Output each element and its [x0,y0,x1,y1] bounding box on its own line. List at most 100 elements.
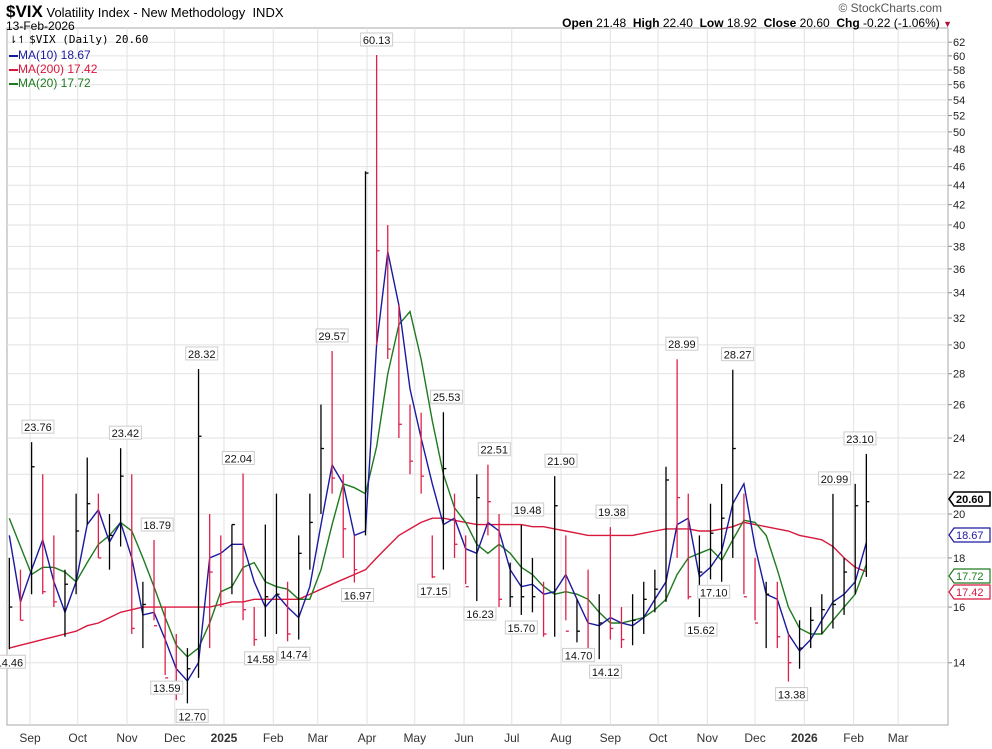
annotation-box [140,517,174,532]
price-bar [498,514,503,608]
price-tag-text: 20.60 [956,494,984,506]
annotation-label: 16.23 [463,606,497,621]
price-bar [8,557,13,650]
annotation-label: 15.70 [504,620,538,635]
annotation-label: 14.12 [589,664,623,679]
low-value: 18.92 [726,16,757,30]
price-bar [19,569,24,621]
y-tick-label: 20 [953,509,965,521]
price-bar [565,535,569,632]
annotation-box [504,620,538,635]
annotation-label: 15.62 [684,622,718,637]
price-bar [220,535,224,608]
annotation-box [341,588,375,603]
annotation-text: 15.62 [687,625,715,637]
x-tick-label: Oct [68,731,87,745]
annotation-text: 23.76 [24,422,52,434]
price-bar [843,557,848,615]
annotation-label: 16.97 [341,588,375,603]
x-tick-label: 2025 [211,731,238,745]
annotation-label: 14.74 [277,646,311,661]
y-tick-label: 14 [953,658,965,670]
price-bar [721,483,725,582]
price-bar [375,54,380,345]
annotation-box [684,622,718,637]
price-bar [342,474,347,558]
price-bar [331,350,336,494]
annotation-text: 15.70 [508,623,536,635]
price-bar [108,514,113,570]
legend-ma20-label: MA(20) 17.72 [18,76,91,90]
annotation-label: 60.13 [360,32,394,47]
price-bar [153,540,158,627]
x-tick-label: May [403,731,426,745]
price-bar [298,535,302,640]
annotation-box [150,680,184,695]
price-bar [576,599,580,643]
high-value: 22.40 [662,16,693,30]
annotation-box [175,708,209,723]
y-tick-label: 32 [953,313,965,325]
annotation-text: 13.38 [778,690,806,702]
y-tick-label: 24 [953,433,965,445]
annotation-label: 14.70 [562,647,596,662]
x-tick-label: Nov [116,731,137,745]
annotation-label: 13.38 [775,687,809,702]
y-tick-label: 46 [953,162,965,174]
y-tick-label: 42 [953,200,965,212]
legend: ⇂↿ $VIX (Daily) 20.60 MA(10) 18.67 MA(20… [9,32,148,90]
annotation-label: 28.32 [185,346,219,361]
price-tag-box [948,584,991,600]
price-bar [131,474,135,634]
x-tick-label: Sep [600,731,622,745]
y-tick-label: 48 [953,144,965,156]
annotation-box [315,328,349,343]
annotation-box [775,687,809,702]
annotation-box [417,583,451,598]
price-bar [64,569,68,637]
price-bar [654,569,658,613]
y-tick-label: 62 [953,37,965,49]
price-bar [86,457,91,525]
annotation-label: 23.76 [21,419,55,434]
price-bar [854,483,859,595]
annotation-label: 23.42 [108,425,142,440]
annotation-box [721,347,755,362]
annotation-label: 20.99 [818,471,852,486]
y-tick-label: 52 [953,111,965,123]
annotation-text: 13.59 [153,683,181,695]
annotation-box [697,584,731,599]
close-label: Close [763,16,797,30]
annotation-box [360,32,394,47]
annotation-label: 17.10 [697,584,731,599]
price-tag-ma10: 18.67 [948,527,991,543]
low-label: Low [699,16,724,30]
annotation-label: 12.70 [175,708,209,723]
x-tick-label: Jul [504,731,519,745]
annotation-box [430,389,464,404]
annotation-text: 19.38 [598,507,626,519]
price-bar [309,493,313,570]
price-bar [554,476,558,637]
annotation-box [562,647,596,662]
x-tick-label: Aug [550,731,571,745]
annotation-label: 22.04 [221,450,255,465]
annotation-box [544,453,578,468]
annotation-text: 23.42 [112,428,140,440]
legend-ma20: MA(20) 17.72 [9,76,148,90]
ma20-line [8,309,867,658]
legend-ma10-label: MA(10) 18.67 [18,48,91,62]
y-tick-label: 16 [953,602,965,614]
annotation-box [21,419,55,434]
y-tick-label: 22 [953,469,965,481]
chart-date: 13-Feb-2026 [6,19,75,33]
price-bar [832,493,836,629]
annotation-text: 17.15 [420,586,448,598]
price-bar [97,493,102,559]
price-bar [810,607,814,649]
price-bar [142,581,146,649]
down-arrow-icon: ▼ [943,19,952,29]
annotation-label: 17.15 [417,583,451,598]
y-tick-label: 38 [953,241,965,253]
